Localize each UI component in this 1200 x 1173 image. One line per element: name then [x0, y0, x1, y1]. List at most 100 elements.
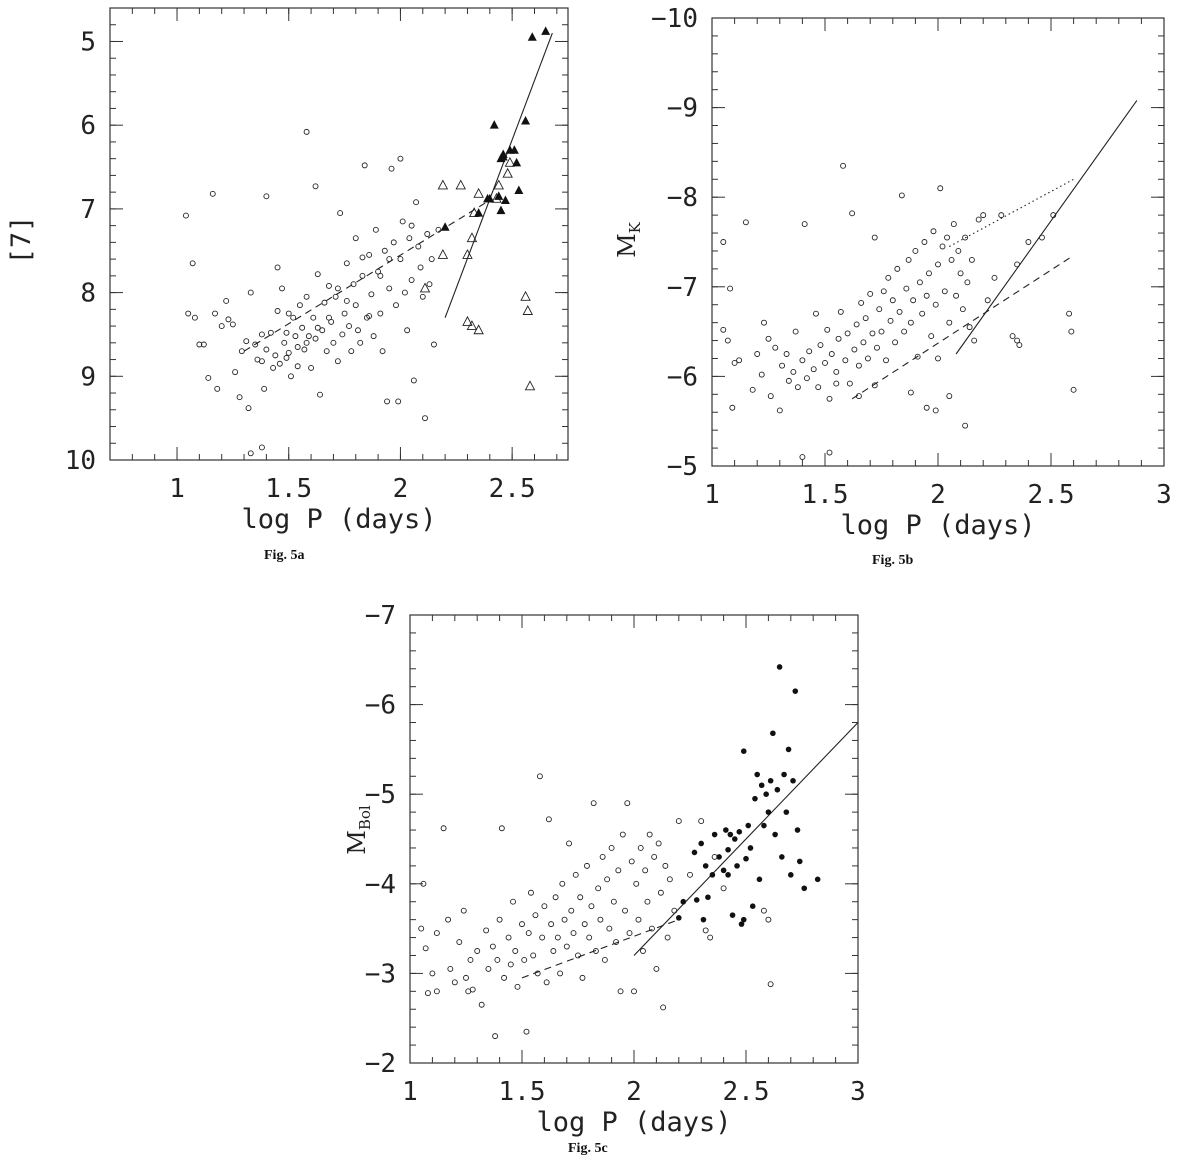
- data-point-open-circle: [514, 983, 521, 990]
- data-point-open-circle: [478, 1001, 485, 1008]
- data-point-filled-triangle: [496, 205, 506, 215]
- data-point-open-circle: [626, 930, 633, 937]
- data-point-filled-circle: [740, 748, 747, 754]
- data-point-open-circle: [332, 293, 339, 300]
- data-point-open-circle: [498, 825, 505, 832]
- data-point-open-circle: [833, 368, 840, 375]
- data-point-open-circle: [885, 274, 892, 281]
- data-point-open-circle: [247, 450, 254, 457]
- data-point-open-circle: [566, 840, 572, 847]
- data-point-open-circle: [765, 916, 772, 923]
- y-axis-label: MBol: [343, 805, 374, 855]
- data-point-filled-circle: [727, 831, 734, 838]
- data-point-open-circle: [953, 292, 960, 299]
- data-point-open-circle: [274, 308, 281, 314]
- data-point-filled-circle: [738, 921, 745, 927]
- data-point-filled-circle: [763, 791, 769, 797]
- data-point-open-circle: [615, 867, 622, 874]
- y-axis-label: [7]: [6, 216, 37, 265]
- data-point-open-circle: [401, 289, 408, 296]
- data-point-open-circle: [907, 389, 914, 396]
- data-point-open-triangle: [524, 380, 536, 391]
- data-point-open-circle: [628, 858, 635, 865]
- data-point-open-circle: [731, 360, 738, 366]
- data-point-open-circle: [905, 256, 912, 263]
- data-point-open-circle: [279, 285, 285, 292]
- data-point-open-circle: [794, 384, 801, 391]
- data-point-filled-circle: [700, 916, 707, 923]
- data-point-open-circle: [377, 272, 384, 279]
- data-point-open-circle: [806, 348, 813, 355]
- data-point-filled-triangle: [512, 157, 522, 167]
- data-point-open-circle: [463, 974, 469, 981]
- y-tick-label: −5: [365, 780, 396, 810]
- data-point-open-circle: [209, 190, 216, 197]
- x-tick-label: 2.5: [489, 474, 536, 504]
- data-point-filled-circle: [794, 827, 801, 833]
- data-point-open-circle: [521, 957, 528, 963]
- data-point-open-circle: [424, 231, 431, 237]
- data-point-open-circle: [698, 818, 705, 825]
- data-point-open-circle: [243, 338, 250, 345]
- data-point-open-circle: [346, 323, 353, 330]
- data-point-open-circle: [258, 358, 265, 365]
- data-point-open-circle: [492, 1033, 499, 1040]
- data-point-open-circle: [878, 328, 885, 335]
- data-point-open-circle: [366, 313, 373, 319]
- data-point-open-circle: [404, 327, 411, 334]
- y-tick-label: −5: [667, 452, 698, 482]
- fit-line-solid: [955, 100, 1138, 355]
- data-point-open-circle: [384, 398, 390, 405]
- data-point-filled-circle: [680, 898, 687, 905]
- data-point-open-circle: [185, 310, 192, 317]
- data-point-open-circle: [348, 348, 355, 355]
- data-point-open-circle: [826, 449, 833, 456]
- data-point-open-circle: [792, 328, 799, 335]
- data-point-open-circle: [545, 816, 552, 823]
- data-point-filled-circle: [754, 771, 760, 778]
- data-point-open-circle: [431, 341, 437, 348]
- data-point-open-circle: [238, 348, 245, 355]
- data-point-filled-circle: [723, 827, 729, 833]
- data-point-open-circle: [397, 256, 404, 263]
- data-point-open-circle: [465, 988, 472, 995]
- data-point-open-circle: [445, 916, 452, 923]
- data-point-open-circle: [867, 291, 874, 297]
- x-tick-label: 2: [930, 480, 946, 510]
- data-point-open-circle: [932, 407, 939, 414]
- data-point-open-circle: [388, 165, 395, 172]
- data-point-open-circle: [191, 314, 198, 321]
- data-point-open-circle: [702, 927, 709, 934]
- data-point-open-circle: [842, 357, 849, 364]
- data-point-open-circle: [581, 921, 588, 928]
- data-point-open-circle: [849, 210, 856, 217]
- data-point-open-circle: [724, 337, 731, 344]
- x-axis-label: log P (days): [241, 504, 436, 535]
- data-point-open-triangle: [466, 232, 478, 243]
- data-point-open-circle: [258, 444, 265, 451]
- data-point-open-circle: [914, 353, 921, 360]
- y-tick-label: 5: [80, 27, 96, 57]
- data-point-filled-circle: [711, 831, 718, 838]
- data-point-open-circle: [736, 357, 743, 364]
- data-point-open-circle: [377, 310, 384, 317]
- data-point-open-circle: [803, 375, 810, 382]
- data-point-open-circle: [935, 355, 941, 362]
- data-point-open-circle: [1009, 333, 1016, 340]
- data-point-open-circle: [422, 945, 429, 952]
- data-point-open-circle: [223, 298, 230, 304]
- data-point-filled-circle: [776, 664, 783, 670]
- data-point-open-circle: [523, 1028, 530, 1035]
- data-point-open-circle: [610, 898, 617, 905]
- figure-caption-5a: Fig. 5a: [264, 548, 305, 563]
- data-point-open-circle: [325, 282, 332, 289]
- data-point-open-circle: [962, 422, 969, 429]
- data-point-open-circle: [232, 369, 239, 376]
- data-point-open-circle: [428, 256, 435, 263]
- fit-line-dashed: [243, 198, 493, 352]
- data-point-open-circle: [923, 404, 930, 411]
- data-point-filled-circle: [691, 849, 698, 856]
- data-point-open-circle: [1068, 328, 1075, 335]
- y-tick-label: −6: [365, 691, 396, 721]
- data-point-open-circle: [548, 921, 555, 928]
